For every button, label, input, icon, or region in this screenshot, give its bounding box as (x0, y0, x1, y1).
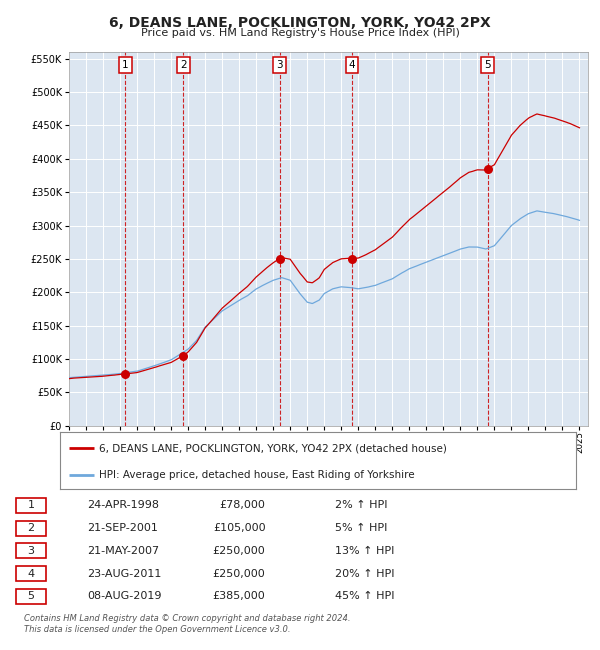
Text: 4: 4 (349, 60, 355, 70)
Text: 23-AUG-2011: 23-AUG-2011 (87, 569, 161, 578)
Text: 3: 3 (277, 60, 283, 70)
Text: 4: 4 (28, 569, 35, 578)
Text: HPI: Average price, detached house, East Riding of Yorkshire: HPI: Average price, detached house, East… (98, 470, 415, 480)
Text: Contains HM Land Registry data © Crown copyright and database right 2024.: Contains HM Land Registry data © Crown c… (24, 614, 350, 623)
Text: 13% ↑ HPI: 13% ↑ HPI (335, 546, 394, 556)
Text: 5: 5 (484, 60, 491, 70)
Text: 45% ↑ HPI: 45% ↑ HPI (335, 592, 394, 601)
FancyBboxPatch shape (16, 589, 46, 604)
Text: This data is licensed under the Open Government Licence v3.0.: This data is licensed under the Open Gov… (24, 625, 290, 634)
Text: 24-APR-1998: 24-APR-1998 (87, 500, 159, 510)
Text: 08-AUG-2019: 08-AUG-2019 (87, 592, 161, 601)
FancyBboxPatch shape (16, 498, 46, 513)
FancyBboxPatch shape (16, 543, 46, 558)
Text: 6, DEANS LANE, POCKLINGTON, YORK, YO42 2PX (detached house): 6, DEANS LANE, POCKLINGTON, YORK, YO42 2… (98, 443, 446, 453)
Text: £105,000: £105,000 (213, 523, 265, 533)
Text: £250,000: £250,000 (212, 546, 265, 556)
FancyBboxPatch shape (16, 521, 46, 536)
Text: 2: 2 (180, 60, 187, 70)
Text: 2: 2 (28, 523, 35, 533)
Text: 1: 1 (28, 500, 35, 510)
Text: 21-MAY-2007: 21-MAY-2007 (87, 546, 159, 556)
Text: 2% ↑ HPI: 2% ↑ HPI (335, 500, 387, 510)
Text: 20% ↑ HPI: 20% ↑ HPI (335, 569, 394, 578)
FancyBboxPatch shape (16, 566, 46, 581)
Text: 3: 3 (28, 546, 35, 556)
Text: 6, DEANS LANE, POCKLINGTON, YORK, YO42 2PX: 6, DEANS LANE, POCKLINGTON, YORK, YO42 2… (109, 16, 491, 31)
Text: 5: 5 (28, 592, 35, 601)
Text: £250,000: £250,000 (212, 569, 265, 578)
Text: £385,000: £385,000 (212, 592, 265, 601)
Text: £78,000: £78,000 (220, 500, 265, 510)
Text: 21-SEP-2001: 21-SEP-2001 (87, 523, 158, 533)
Text: 1: 1 (122, 60, 128, 70)
Text: Price paid vs. HM Land Registry's House Price Index (HPI): Price paid vs. HM Land Registry's House … (140, 28, 460, 38)
Text: 5% ↑ HPI: 5% ↑ HPI (335, 523, 387, 533)
